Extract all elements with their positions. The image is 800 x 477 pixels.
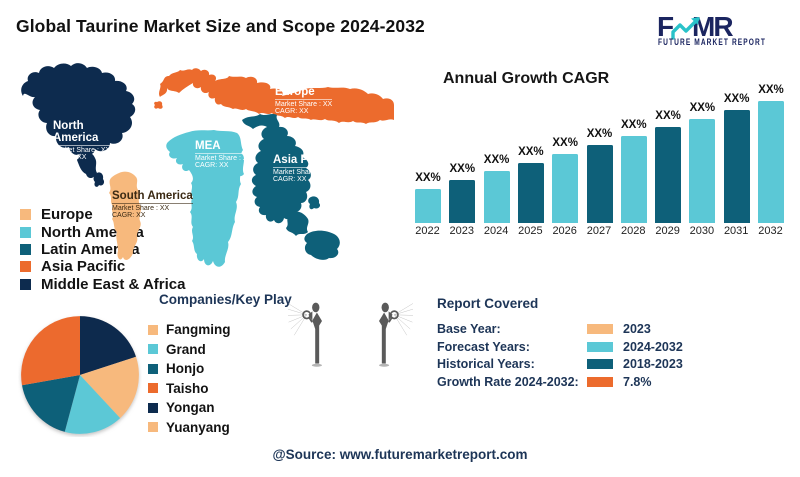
svg-text:FUTURE MARKET REPORT: FUTURE MARKET REPORT xyxy=(658,37,766,47)
